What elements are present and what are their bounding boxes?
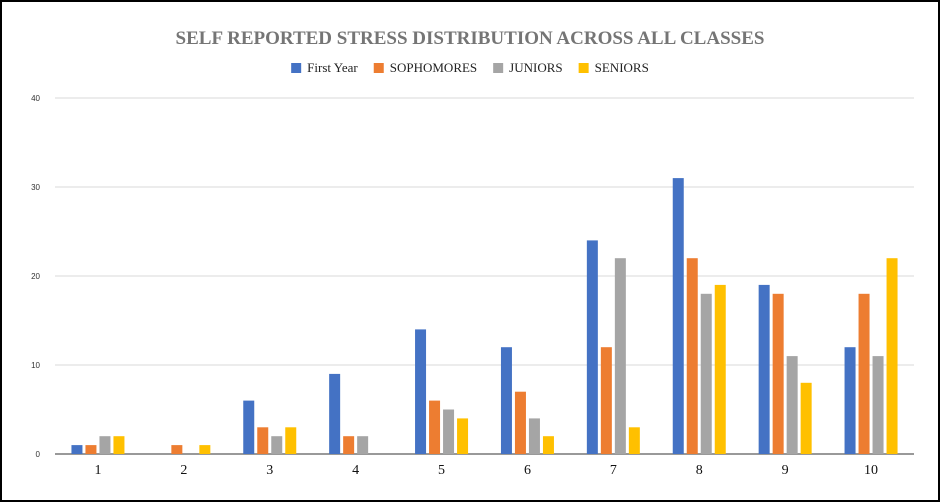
bar-first-year-6 <box>500 347 512 454</box>
x-tick-label: 2 <box>180 463 187 478</box>
x-axis-ticks: 1 2 3 4 5 6 7 8 9 10 <box>94 463 878 478</box>
x-tick-label: 9 <box>782 463 789 478</box>
bar-seniors-3 <box>285 427 297 454</box>
bar-first-year-4 <box>329 373 341 454</box>
bar-seniors-5 <box>457 418 469 454</box>
x-tick-label: 7 <box>610 463 617 478</box>
legend-label-first-year: First Year <box>307 60 358 75</box>
legend-label-seniors: SENIORS <box>595 60 649 75</box>
bar-sophomores-1 <box>85 445 97 454</box>
bar-seniors-9 <box>800 382 812 454</box>
bar-seniors-6 <box>542 436 554 454</box>
bar-seniors-8 <box>714 284 726 454</box>
bar-juniors-3 <box>271 436 283 454</box>
legend-swatch-seniors <box>578 63 589 73</box>
bar-juniors-6 <box>528 418 540 454</box>
chart-legend: First Year SOPHOMORES JUNIORS SENIORS <box>291 60 649 75</box>
bar-sophomores-5 <box>429 400 441 454</box>
bar-seniors-2 <box>199 445 211 454</box>
bar-sophomores-4 <box>343 436 355 454</box>
y-tick-label: 40 <box>31 94 40 103</box>
bar-seniors-10 <box>886 258 898 454</box>
bar-sophomores-9 <box>772 293 784 454</box>
x-tick-label: 6 <box>524 463 531 478</box>
legend-swatch-sophomores <box>373 63 384 73</box>
x-tick-label: 3 <box>266 463 273 478</box>
legend-swatch-juniors <box>493 63 504 73</box>
bar-sophomores-7 <box>600 347 612 454</box>
x-tick-label: 10 <box>864 463 878 478</box>
legend-label-juniors: JUNIORS <box>509 60 562 75</box>
bar-first-year-10 <box>844 347 856 454</box>
bar-juniors-8 <box>700 293 712 454</box>
bars <box>71 178 898 454</box>
bar-juniors-1 <box>99 436 111 454</box>
bar-first-year-7 <box>586 240 598 454</box>
legend-label-sophomores: SOPHOMORES <box>390 60 477 75</box>
x-tick-label: 8 <box>696 463 703 478</box>
gridlines <box>55 97 914 455</box>
bar-juniors-10 <box>872 356 884 454</box>
y-tick-label: 20 <box>31 272 40 281</box>
bar-sophomores-2 <box>171 445 183 454</box>
bar-sophomores-8 <box>686 258 698 454</box>
bar-juniors-7 <box>614 258 626 454</box>
bar-juniors-5 <box>443 409 455 454</box>
bar-sophomores-10 <box>858 293 870 454</box>
x-tick-label: 4 <box>352 463 359 478</box>
x-tick-label: 1 <box>94 463 101 478</box>
y-axis-ticks: 0 10 20 30 40 <box>31 94 40 459</box>
legend-swatch-first-year <box>291 63 302 73</box>
bar-sophomores-3 <box>257 427 269 454</box>
bar-first-year-3 <box>243 400 255 454</box>
bar-first-year-1 <box>71 445 83 454</box>
bar-first-year-9 <box>758 284 770 454</box>
chart-title: SELF REPORTED STRESS DISTRIBUTION ACROSS… <box>176 28 765 49</box>
y-tick-label: 30 <box>31 183 40 192</box>
x-tick-label: 5 <box>438 463 445 478</box>
bar-juniors-9 <box>786 356 798 454</box>
bar-seniors-7 <box>628 427 640 454</box>
bar-first-year-5 <box>415 329 427 454</box>
y-tick-label: 10 <box>31 361 40 370</box>
bar-first-year-8 <box>672 178 684 454</box>
y-tick-label: 0 <box>36 450 41 459</box>
bar-seniors-1 <box>113 436 125 454</box>
bar-sophomores-6 <box>514 391 526 454</box>
bar-juniors-4 <box>357 436 369 454</box>
